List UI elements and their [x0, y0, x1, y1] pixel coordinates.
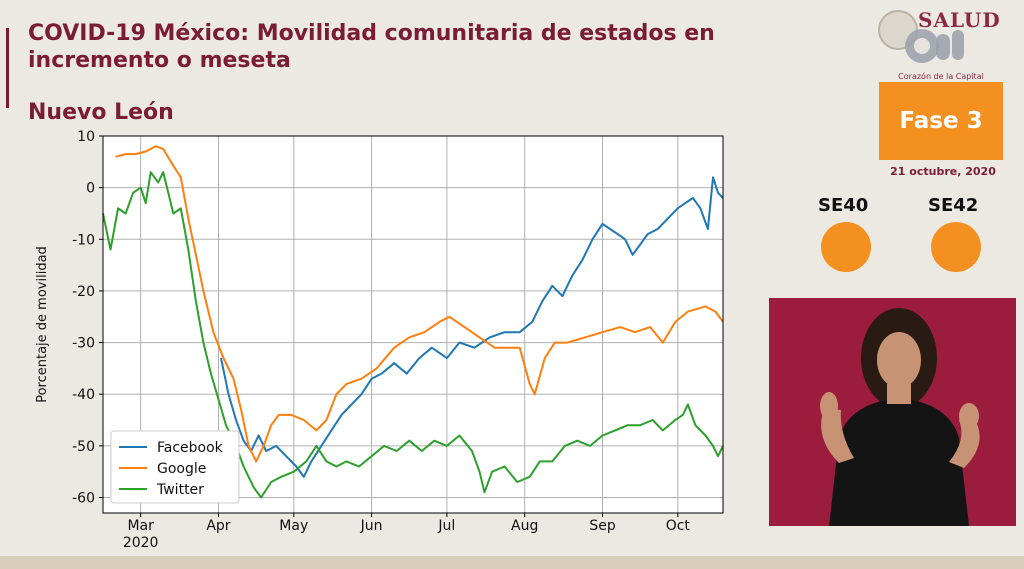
y-axis-label: Porcentaje de movilidad — [35, 246, 50, 403]
series-line-google — [115, 145, 724, 463]
phase-badge: Fase 3 — [879, 82, 1003, 160]
accent-rule — [6, 28, 9, 108]
tagline: Corazón de la Capital — [898, 72, 984, 81]
x-tick-label: Sep — [589, 518, 616, 534]
y-tick-label: -40 — [72, 387, 95, 403]
interpreter-figure-icon — [820, 308, 980, 526]
x-tick-label: Jun — [360, 518, 383, 534]
week-status-dot-se40 — [821, 222, 871, 272]
x-tick-label: Apr — [206, 518, 230, 534]
x-tick-label: Oct — [666, 518, 691, 534]
sign-language-video — [769, 298, 1016, 526]
x-tick-label: Mar — [127, 518, 154, 534]
x-tick-label: May — [279, 518, 308, 534]
y-tick-label: 0 — [86, 181, 95, 197]
y-tick-label: -30 — [72, 336, 95, 352]
legend-label: Twitter — [156, 482, 204, 498]
week-label-se42: SE42 — [928, 195, 979, 216]
salud-logo: SALUD — [870, 6, 1020, 76]
x-tick-label: Aug — [511, 518, 538, 534]
y-tick-label: -10 — [72, 232, 95, 248]
plot-frame — [102, 135, 724, 514]
watermark-logo-icon — [905, 29, 964, 63]
y-tick-label: 10 — [77, 129, 95, 145]
bottom-band — [0, 556, 1024, 569]
legend-label: Google — [157, 461, 206, 477]
week-status-dot-se42 — [931, 222, 981, 272]
phase-date: 21 octubre, 2020 — [890, 165, 996, 178]
y-tick-label: -60 — [72, 491, 95, 507]
state-subtitle: Nuevo León — [28, 100, 174, 125]
series-line-twitter — [102, 171, 724, 499]
y-tick-label: -20 — [72, 284, 95, 300]
logo-text: SALUD — [918, 8, 1001, 32]
week-label-se40: SE40 — [818, 195, 869, 216]
y-tick-label: -50 — [72, 439, 95, 455]
legend-label: Facebook — [157, 440, 224, 456]
x-tick-sublabel: 2020 — [123, 535, 159, 551]
series-line-facebook — [220, 176, 724, 478]
page-title: COVID-19 México: Movilidad comunitaria d… — [28, 21, 715, 73]
legend-box — [110, 430, 240, 504]
x-tick-label: Jul — [437, 518, 455, 534]
